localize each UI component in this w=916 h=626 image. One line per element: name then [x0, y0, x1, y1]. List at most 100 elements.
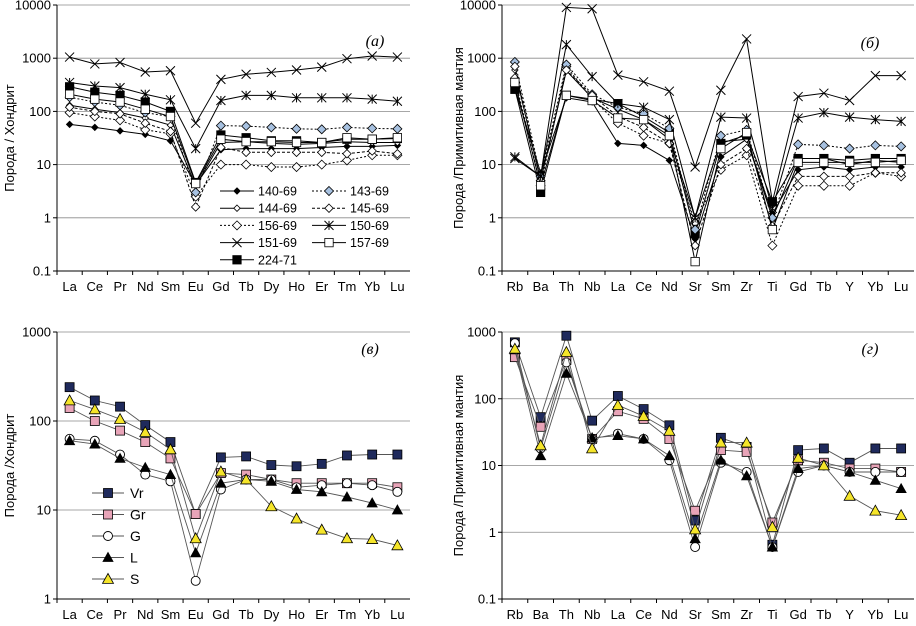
- data-point-157-69: [291, 137, 302, 148]
- data-point-151-69: [613, 70, 623, 81]
- series-line-143-69: [514, 61, 902, 232]
- data-point-151-69: [896, 70, 906, 81]
- data-point-L: [341, 491, 353, 502]
- data-point-143-69: [190, 187, 201, 198]
- panel-label: (в): [361, 341, 379, 358]
- data-point-150-69: [664, 114, 675, 125]
- data-point-G: [896, 467, 907, 477]
- x-tick-label: Lu: [390, 279, 404, 294]
- data-point-150-69: [190, 143, 201, 154]
- series-150-69: [510, 39, 906, 223]
- data-point-145-69: [690, 240, 700, 251]
- data-point-S: [894, 508, 908, 521]
- data-point-145-69: [561, 65, 572, 75]
- data-point-156-69: [818, 180, 829, 191]
- data-point-S: [214, 465, 228, 477]
- panel-label: (г): [862, 341, 879, 358]
- data-point-143-69: [241, 121, 252, 132]
- data-point-151-69: [216, 74, 226, 85]
- data-point-150-69: [216, 95, 226, 106]
- x-tick-label: La: [62, 279, 77, 294]
- legend-marker-224-71: [232, 255, 242, 265]
- data-point-150-69: [241, 90, 251, 101]
- data-point-150-69: [342, 92, 352, 103]
- data-point-150-69: [690, 212, 700, 223]
- data-point-150-69: [316, 92, 327, 103]
- data-point-S: [688, 523, 702, 535]
- x-tick-label: Nd: [137, 607, 154, 622]
- data-point-150-69: [561, 39, 572, 50]
- data-point-151-69: [870, 70, 881, 81]
- y-tick-label: 10000: [460, 0, 496, 13]
- data-point-Vr: [64, 382, 75, 393]
- data-point-150-69: [587, 71, 597, 82]
- x-tick-label: Rb: [507, 607, 524, 622]
- x-tick-label: Pr: [114, 279, 128, 294]
- data-point-Vr: [367, 449, 378, 460]
- y-tick-label: 0.1: [478, 264, 496, 279]
- x-tick-label: Dy: [263, 279, 279, 294]
- series-151-69: [64, 51, 403, 129]
- x-tick-label: Sr: [689, 607, 703, 622]
- data-point-145-69: [266, 147, 277, 158]
- y-tick-label: 1000: [467, 325, 496, 340]
- legend-marker-140-69: [233, 187, 241, 195]
- data-point-157-69: [664, 131, 674, 141]
- y-tick-label: 10: [482, 157, 496, 172]
- data-point-S: [637, 409, 650, 421]
- panel-b-spider-primitive-mantle: 0.1 1 10 100 1000 10000 Rb Ba Th Nb La Ce Nd Sr Sm Zr Ti…: [451, 0, 914, 294]
- x-tick-label: La: [611, 279, 626, 294]
- y-tick-label: 10: [482, 458, 496, 473]
- y-tick-label: 1: [489, 210, 496, 225]
- data-point-L: [612, 429, 624, 441]
- data-point-L: [139, 461, 151, 472]
- data-point-157-69: [216, 134, 226, 144]
- data-point-157-69: [510, 77, 520, 88]
- data-point-Gr: [535, 421, 546, 432]
- legend: 140-69 143-69 144-69 145-69 156-69 150-69 151-…: [220, 185, 389, 267]
- x-tick-label: Yb: [364, 607, 380, 622]
- x-tick-label: Th: [559, 607, 574, 622]
- x-tick-label: Nd: [137, 279, 154, 294]
- data-point-150-69: [266, 90, 277, 101]
- y-tick-label: 10: [37, 157, 51, 172]
- data-point-L: [215, 477, 227, 488]
- data-point-Gr: [690, 505, 701, 516]
- series-line-151-69: [514, 6, 902, 202]
- data-point-145-69: [793, 171, 803, 182]
- data-point-S: [817, 459, 831, 471]
- data-point-157-69: [870, 157, 880, 167]
- data-point-L: [715, 454, 727, 465]
- data-point-156-69: [291, 161, 302, 173]
- data-point-150-69: [896, 116, 906, 127]
- data-point-140-69: [639, 141, 648, 150]
- data-point-157-69: [65, 89, 75, 99]
- data-point-156-69: [638, 130, 649, 141]
- data-point-151-69: [140, 67, 151, 77]
- data-point-157-69: [561, 90, 571, 100]
- data-point-S: [869, 504, 882, 516]
- data-point-145-69: [741, 143, 752, 154]
- data-point-156-69: [793, 180, 804, 191]
- x-tick-label: La: [611, 607, 626, 622]
- data-point-G: [392, 486, 403, 497]
- data-point-150-69: [510, 151, 520, 162]
- data-point-145-69: [844, 171, 855, 182]
- panel-label: (б): [861, 35, 880, 52]
- legend-label-144-69: 144-69: [258, 202, 297, 216]
- data-point-157-69: [266, 137, 276, 147]
- data-point-G: [342, 478, 352, 489]
- data-point-140-69: [65, 120, 74, 129]
- data-point-143-69: [316, 124, 327, 135]
- x-tick-label: Zr: [740, 607, 753, 622]
- y-axis-label: Порода / Хондрит: [2, 84, 17, 191]
- data-point-S: [189, 532, 202, 544]
- data-point-L: [663, 449, 676, 461]
- data-point-157-69: [690, 257, 700, 267]
- x-tick-label: Nd: [661, 279, 678, 294]
- data-point-156-69: [844, 180, 855, 191]
- x-tick-label: Dy: [263, 607, 279, 622]
- data-point-143-69: [870, 140, 881, 151]
- data-point-145-69: [896, 168, 906, 178]
- series-150-69: [64, 77, 403, 154]
